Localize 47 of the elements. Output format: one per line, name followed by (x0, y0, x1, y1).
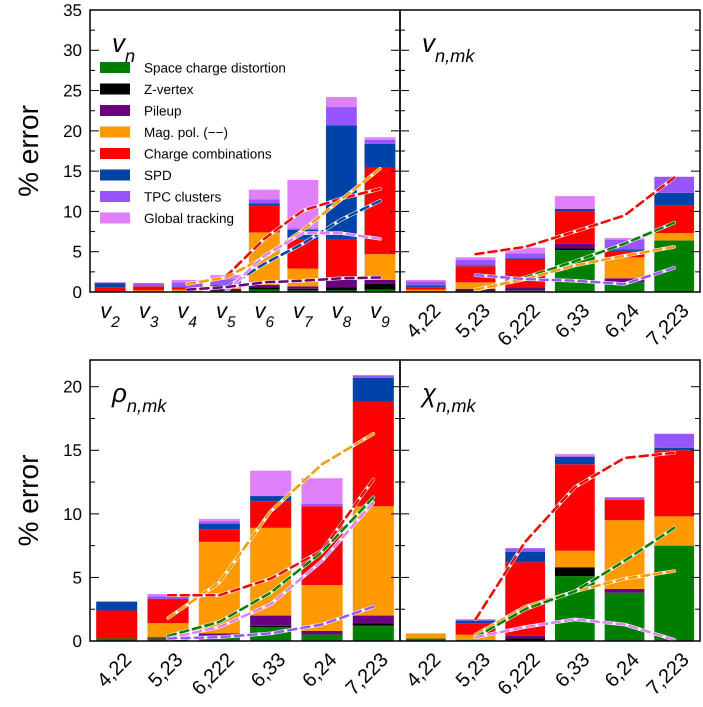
text: χ$_{n,mk}$ (420, 378, 477, 416)
x-tick-label: v$_{6}$ (254, 298, 274, 330)
x-tick-label: 5,23 (452, 300, 495, 343)
y-axis-title: % error (13, 454, 44, 546)
x-tick-label: 4,22 (402, 648, 446, 692)
y-tick-label: 10 (63, 202, 82, 222)
y-axis-title: % error (13, 105, 44, 197)
y-tick-label: 5 (72, 568, 82, 588)
x-tick-label: v$_{4}$ (177, 298, 197, 330)
y-tick-label: 20 (63, 122, 82, 141)
legend-label: Pileup (144, 104, 182, 119)
legend-label: Global tracking (144, 211, 234, 226)
legend-label: Z-vertex (144, 82, 194, 98)
x-tick-label: v$_{3}$ (138, 298, 159, 330)
x-tick-label: v$_{9}$ (370, 298, 390, 330)
x-tick-label: 6,24 (600, 300, 644, 343)
x-tick-label: 6,24 (298, 648, 342, 692)
y-tick-label: 15 (63, 162, 82, 182)
x-tick-label: 6,33 (551, 648, 594, 692)
x-tick-label: 5,23 (144, 648, 188, 692)
y-tick-label: 25 (63, 82, 82, 101)
y-tick-label: 30 (63, 41, 82, 60)
legend-label: Space charge distortion (144, 60, 286, 76)
legend-label: Mag. pol. (−−) (144, 125, 228, 140)
x-tick-label: v$_{7}$ (293, 298, 314, 330)
y-tick-label: 20 (63, 378, 82, 397)
x-tick-label: 6,33 (551, 300, 594, 343)
y-tick-label: 0 (72, 282, 82, 302)
text: v$_{n}$ (112, 28, 136, 66)
y-tick-label: 5 (72, 242, 82, 262)
x-tick-label: v$_{8}$ (332, 298, 352, 330)
y-tick-label: 15 (63, 441, 82, 460)
legend-label: TPC clusters (144, 190, 222, 205)
legend-label: Charge combinations (144, 146, 272, 162)
legend-label: SPD (144, 168, 172, 184)
x-tick-label: 4,22 (402, 300, 446, 343)
x-tick-label: 5,23 (452, 648, 495, 692)
y-tick-label: 35 (63, 0, 82, 20)
x-tick-label: 6,24 (600, 648, 644, 692)
y-tick-label: 10 (63, 504, 82, 524)
x-tick-label: v$_{5}$ (216, 298, 236, 330)
y-tick-label: 0 (72, 632, 82, 651)
x-tick-label: 4,22 (93, 648, 136, 692)
text: ρ$_{n,mk}$ (111, 378, 168, 416)
x-tick-label: 6,33 (247, 648, 290, 692)
x-tick-label: v$_{2}$ (100, 298, 120, 330)
text: v$_{n,mk}$ (422, 28, 476, 66)
